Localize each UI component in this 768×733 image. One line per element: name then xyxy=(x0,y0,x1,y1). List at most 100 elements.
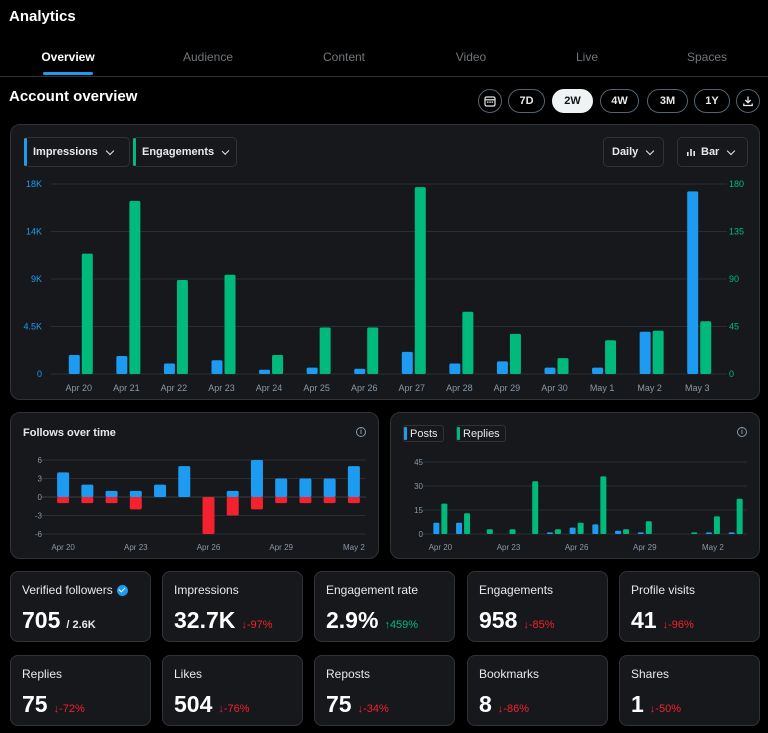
tab-audience[interactable]: Audience xyxy=(182,50,234,64)
y-axis-tick: 6 xyxy=(38,456,43,465)
right-axis-tick: 135 xyxy=(729,227,744,237)
gained-bar xyxy=(57,472,70,497)
x-axis-tick: Apr 26 xyxy=(351,383,378,393)
impressions-bar xyxy=(496,361,508,374)
stat-card-verified-followers[interactable]: Verified followers 705 / 2.6K xyxy=(10,571,151,642)
engagements-bar xyxy=(509,333,521,374)
posts-legend[interactable]: Posts xyxy=(403,425,444,442)
stat-label: Profile visits xyxy=(631,583,695,597)
stat-value-row: 41 ↓-96% xyxy=(631,607,694,634)
replies-legend[interactable]: Replies xyxy=(456,425,506,442)
stat-change: ↓-86% xyxy=(498,703,529,715)
stat-label-text: Replies xyxy=(22,667,63,681)
range-4w-button[interactable]: 4W xyxy=(600,89,639,113)
left-axis-tick: 0 xyxy=(37,369,42,379)
download-icon xyxy=(743,96,753,107)
replies-bar xyxy=(736,498,743,534)
stat-label-text: Verified followers xyxy=(22,583,113,597)
metric2-dropdown[interactable]: Engagements xyxy=(133,137,237,167)
stat-change: ↓-97% xyxy=(241,619,272,631)
lost-bar xyxy=(323,497,336,504)
arrow-down-icon: ↓ xyxy=(53,703,60,715)
range-7d-button[interactable]: 7D xyxy=(508,89,545,113)
gained-bar xyxy=(299,478,312,497)
stat-card-likes[interactable]: Likes 504 ↓-76% xyxy=(162,655,303,726)
gained-bar xyxy=(250,460,263,497)
calendar-button[interactable] xyxy=(478,89,502,113)
stat-card-engagements[interactable]: Engagements 958 ↓-85% xyxy=(467,571,608,642)
arrow-down-icon: ↓ xyxy=(662,619,669,631)
x-axis-tick: Apr 20 xyxy=(66,383,93,393)
stat-value: 75 xyxy=(326,691,352,717)
stat-value-row: 1 ↓-50% xyxy=(631,691,681,718)
lost-bar xyxy=(57,497,70,504)
stat-label: Bookmarks xyxy=(479,667,539,681)
left-axis-tick: 4.5K xyxy=(23,322,42,332)
x-axis-tick: Apr 28 xyxy=(446,383,473,393)
stat-card-reposts[interactable]: Reposts 75 ↓-34% xyxy=(314,655,455,726)
stat-label: Verified followers xyxy=(22,583,128,597)
arrow-down-icon: ↓ xyxy=(497,703,504,715)
x-axis-tick: Apr 23 xyxy=(124,543,148,552)
lost-bar xyxy=(129,497,142,510)
engagements-bar xyxy=(700,321,712,374)
stat-total: / 2.6K xyxy=(66,619,96,631)
stat-value-row: 504 ↓-76% xyxy=(174,691,250,718)
posts-legend-label: Posts xyxy=(410,427,438,440)
tab-video[interactable]: Video xyxy=(455,50,487,64)
stat-value: 75 xyxy=(22,691,48,717)
tab-content[interactable]: Content xyxy=(322,50,366,64)
metric1-dropdown[interactable]: Impressions xyxy=(24,137,130,167)
posts-bar xyxy=(569,527,576,534)
info-icon[interactable]: i xyxy=(356,427,366,437)
x-axis-tick: Apr 22 xyxy=(161,383,188,393)
range-2w-button[interactable]: 2W xyxy=(552,89,593,113)
info-icon[interactable]: i xyxy=(737,427,747,437)
tab-overview[interactable]: Overview xyxy=(41,50,95,64)
posts-bar xyxy=(615,530,622,534)
range-1y-button[interactable]: 1Y xyxy=(694,89,730,113)
stat-value-row: 958 ↓-85% xyxy=(479,607,555,634)
stat-card-impressions[interactable]: Impressions 32.7K ↓-97% xyxy=(162,571,303,642)
y-axis-tick: 0 xyxy=(38,493,43,502)
download-button[interactable] xyxy=(736,89,760,113)
stat-card-profile-visits[interactable]: Profile visits 41 ↓-96% xyxy=(619,571,760,642)
stat-card-engagement-rate[interactable]: Engagement rate 2.9% ↑459% xyxy=(314,571,455,642)
gained-bar xyxy=(275,478,288,497)
lost-bar xyxy=(275,497,288,504)
replies-swatch xyxy=(457,427,460,440)
x-axis-tick: Apr 23 xyxy=(497,543,521,552)
y-axis-tick: 30 xyxy=(414,482,423,491)
range-3m-button[interactable]: 3M xyxy=(647,89,688,113)
impressions-bar xyxy=(68,355,80,374)
tab-spaces[interactable]: Spaces xyxy=(686,50,728,64)
engagements-bar xyxy=(319,327,331,374)
stat-change: ↓-72% xyxy=(54,703,85,715)
stat-card-shares[interactable]: Shares 1 ↓-50% xyxy=(619,655,760,726)
stat-card-bookmarks[interactable]: Bookmarks 8 ↓-86% xyxy=(467,655,608,726)
stat-label: Impressions xyxy=(174,583,239,597)
stat-label-text: Profile visits xyxy=(631,583,696,597)
stat-change-value: -97% xyxy=(246,619,273,631)
x-axis-tick: Apr 24 xyxy=(256,383,283,393)
impressions-bar xyxy=(163,363,175,374)
chart-type-label: Bar xyxy=(701,146,720,158)
replies-legend-label: Replies xyxy=(463,427,500,440)
gained-bar xyxy=(105,490,118,497)
chart-type-dropdown[interactable]: Bar xyxy=(677,137,748,167)
posts-replies-chart: 0 15 30 45 Apr 20 Apr 23 Apr 26 Apr 29 May 2 xyxy=(414,458,747,552)
bar-chart-icon xyxy=(687,149,695,156)
impressions-swatch xyxy=(24,138,27,166)
stat-change-value: -86% xyxy=(503,703,529,715)
tab-live[interactable]: Live xyxy=(575,50,598,64)
x-axis-tick: Apr 20 xyxy=(51,543,75,552)
right-axis-tick: 45 xyxy=(729,322,739,332)
stat-change-value: -50% xyxy=(655,703,681,715)
posts-replies-card: Posts Replies i 0 15 30 45 Apr 20 Apr 23 Apr 2… xyxy=(390,412,760,559)
y-axis-tick: -3 xyxy=(35,512,43,521)
replies-bar xyxy=(713,516,720,534)
stat-label: Engagement rate xyxy=(326,583,418,597)
stat-label: Likes xyxy=(174,667,202,681)
stat-card-replies[interactable]: Replies 75 ↓-72% xyxy=(10,655,151,726)
granularity-dropdown[interactable]: Daily xyxy=(603,137,664,167)
